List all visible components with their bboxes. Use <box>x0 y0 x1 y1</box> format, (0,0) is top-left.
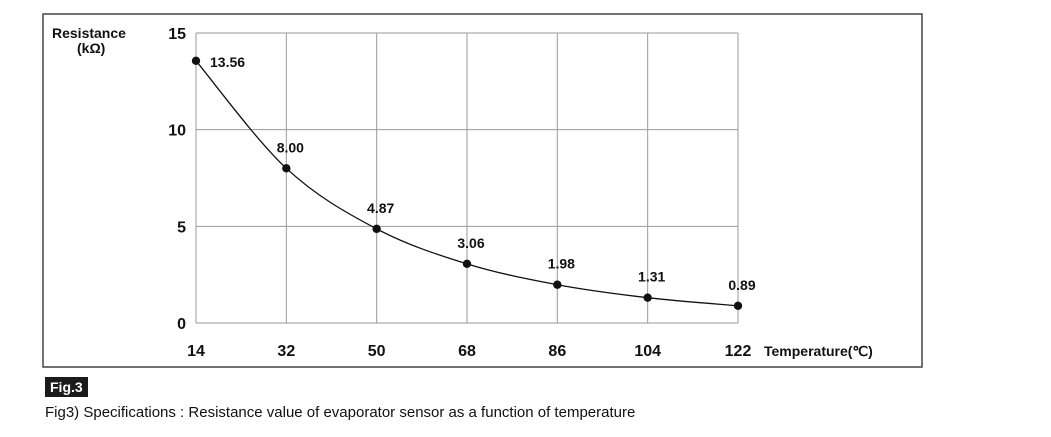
x-tick-label: 32 <box>277 343 295 360</box>
data-label: 1.31 <box>638 269 665 285</box>
x-tick-label: 50 <box>368 343 386 360</box>
y-tick-label: 15 <box>168 26 186 43</box>
data-point <box>553 280 562 289</box>
x-tick-label: 122 <box>725 343 752 360</box>
y-tick-label: 5 <box>177 219 186 236</box>
y-tick-label: 10 <box>168 123 186 140</box>
data-label: 1.98 <box>548 256 575 272</box>
x-tick-label: 68 <box>458 343 476 360</box>
chart-frame <box>42 13 923 368</box>
data-label: 3.06 <box>457 235 484 251</box>
data-point <box>643 293 652 302</box>
data-point <box>462 259 472 269</box>
x-tick-label: 86 <box>548 343 566 360</box>
data-label: 13.56 <box>210 54 245 70</box>
data-point <box>282 164 291 173</box>
data-label: 8.00 <box>277 139 304 155</box>
x-tick-label: 104 <box>634 343 661 360</box>
data-point <box>191 56 201 66</box>
figure-caption: Fig3) Specifications : Resistance value … <box>45 404 636 421</box>
data-point <box>733 301 743 310</box>
data-point <box>372 224 381 234</box>
data-label: 4.87 <box>367 200 394 216</box>
tick-labels: 14 32 50 68 86 104 122 0 5 10 15 <box>168 26 751 360</box>
data-label: 0.89 <box>728 277 755 293</box>
x-axis-title: Temperature(℃) <box>764 343 873 359</box>
y-axis-title: Resistance <box>52 25 126 41</box>
x-tick-label: 14 <box>187 343 205 360</box>
data-points <box>191 56 743 310</box>
y-tick-label: 0 <box>177 316 186 333</box>
gridlines <box>195 32 739 324</box>
y-axis-unit: (kΩ) <box>77 40 105 56</box>
figure-tag: Fig.3 <box>45 377 88 397</box>
data-labels: 13.56 8.00 4.87 3.06 1.98 1.31 0.89 <box>210 54 756 293</box>
